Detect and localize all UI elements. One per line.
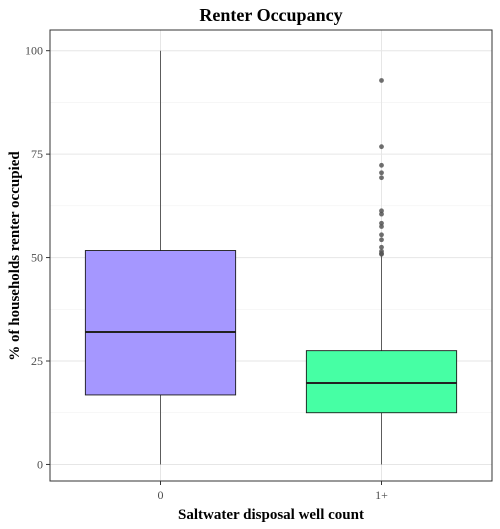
box-group xyxy=(305,78,458,465)
y-tick-label: 100 xyxy=(25,44,43,58)
outlier-point xyxy=(379,232,384,238)
outlier-point xyxy=(379,78,384,83)
boxes xyxy=(84,50,458,465)
outlier-point xyxy=(379,244,384,250)
x-tick-label: 0 xyxy=(158,488,164,502)
y-tick-label: 75 xyxy=(31,147,43,161)
box-iqr xyxy=(305,350,458,414)
y-axis-ticks: 0 25 50 75 100 xyxy=(25,44,50,471)
box-group xyxy=(84,50,237,465)
outlier-point xyxy=(379,175,384,181)
y-tick-label: 0 xyxy=(37,457,43,471)
x-tick-label: 1+ xyxy=(375,488,388,502)
outlier-point xyxy=(379,144,384,150)
chart-title: Renter Occupancy xyxy=(199,5,342,25)
outlier-point xyxy=(379,162,384,168)
outlier-point xyxy=(379,237,384,243)
y-tick-label: 50 xyxy=(31,251,43,265)
outlier-point xyxy=(379,251,384,257)
y-tick-label: 25 xyxy=(31,354,43,368)
plot-panel-border xyxy=(49,29,493,482)
outlier-point xyxy=(379,211,384,217)
box-iqr xyxy=(84,250,237,396)
x-axis-ticks: 0 1+ xyxy=(158,481,388,502)
outlier-point xyxy=(379,208,384,214)
outlier-point xyxy=(379,224,384,229)
y-axis-title: % of households renter occupied xyxy=(7,151,23,361)
x-axis-title: Saltwater disposal well count xyxy=(178,507,364,523)
outlier-point xyxy=(379,170,384,176)
outlier-point xyxy=(379,220,384,226)
